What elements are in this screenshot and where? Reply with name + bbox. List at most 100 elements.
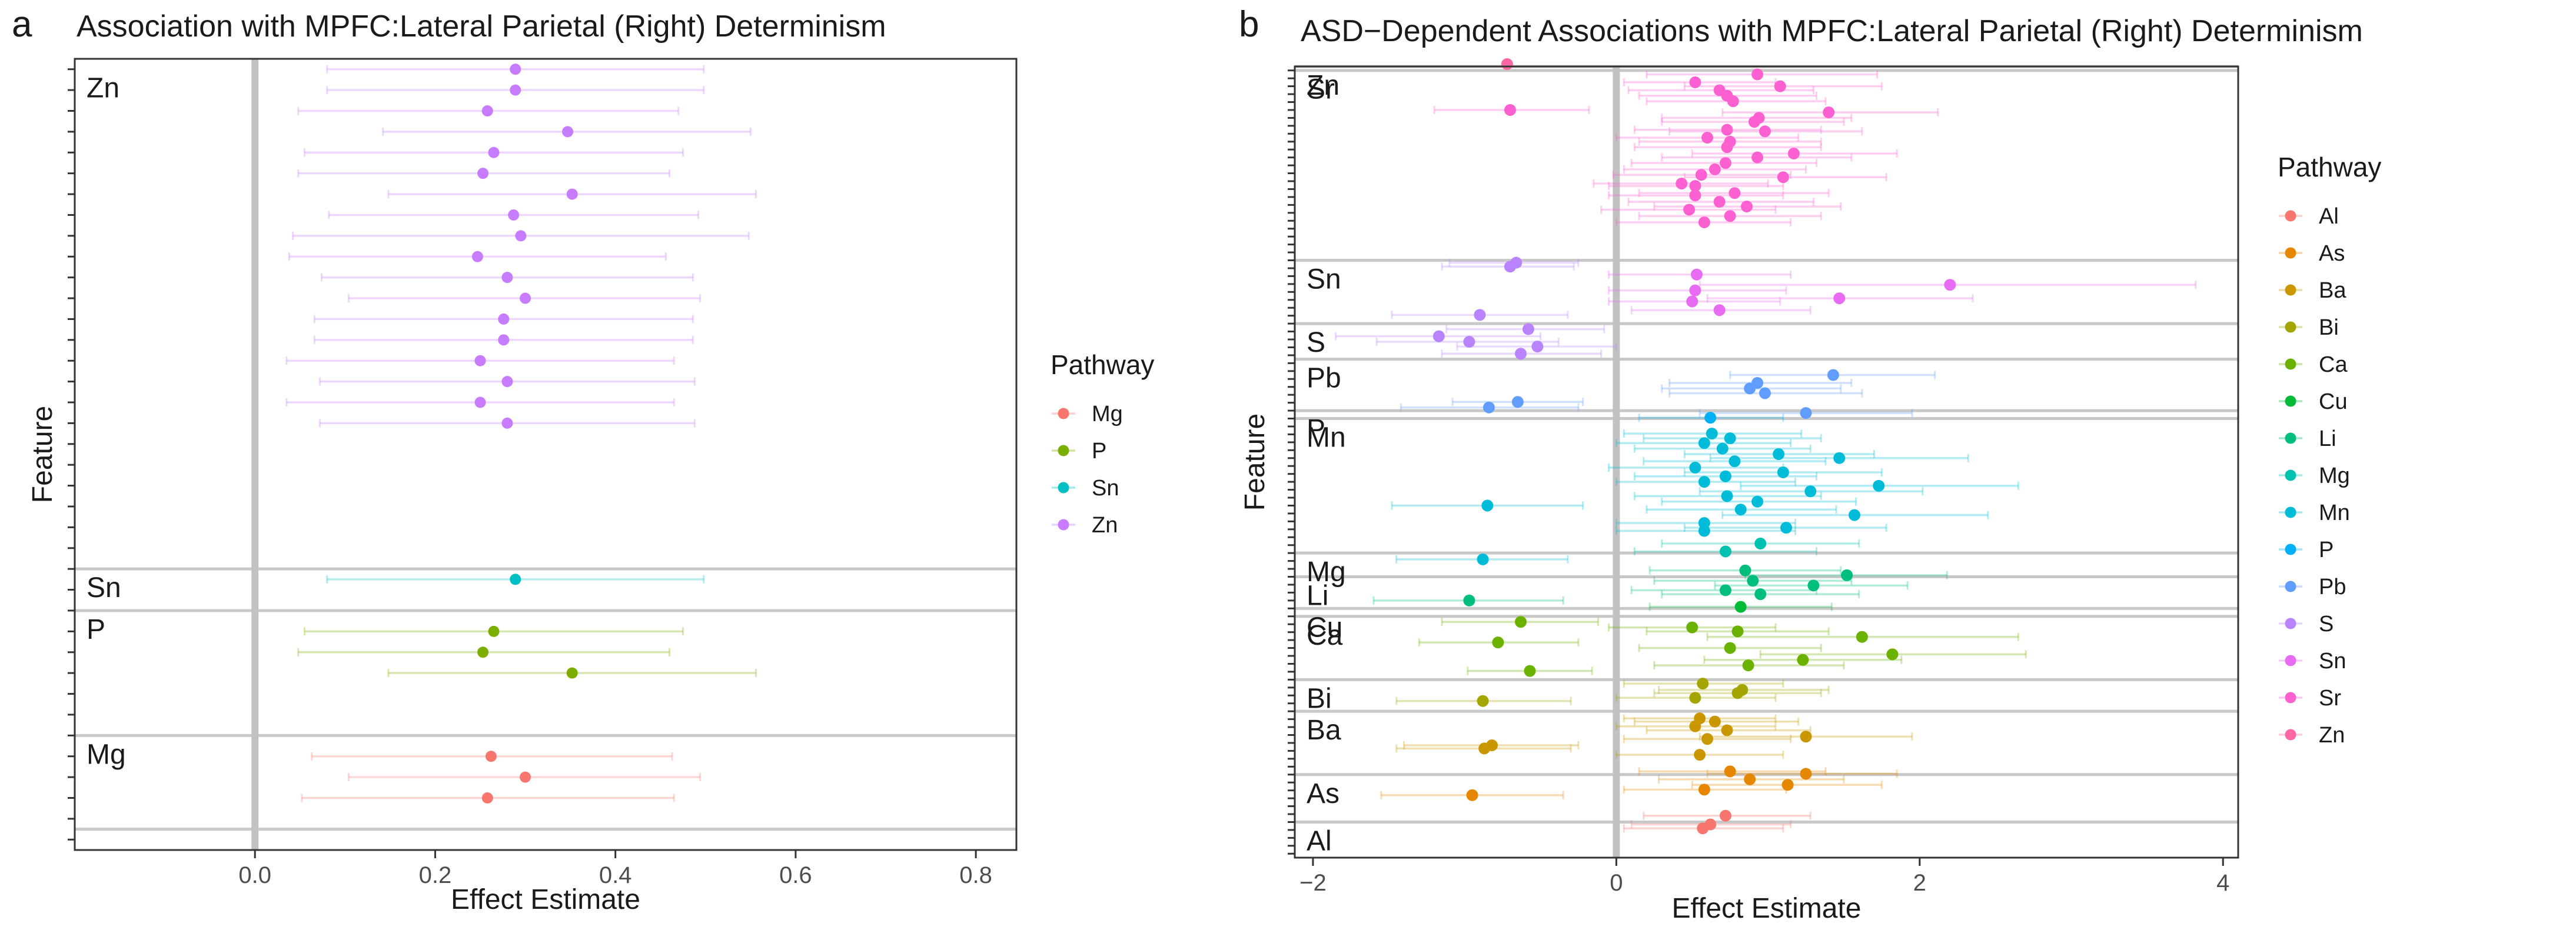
- data-point: [1698, 525, 1710, 537]
- x-tick-label: 4: [2216, 870, 2229, 896]
- plot-area: [1295, 66, 2238, 858]
- legend-key-point: [2285, 544, 2296, 555]
- data-point: [520, 292, 531, 304]
- legend-key-point: [2285, 321, 2296, 333]
- panel-label: b: [1239, 4, 1259, 45]
- data-point: [1719, 545, 1731, 558]
- legend-title: Pathway: [2278, 152, 2381, 182]
- data-point: [1731, 687, 1744, 699]
- data-point: [1724, 210, 1736, 222]
- data-point: [474, 396, 486, 408]
- legend-label: Ba: [2319, 278, 2346, 303]
- legend-label: P: [2319, 538, 2334, 562]
- data-point: [1713, 195, 1726, 208]
- group-label: Al: [1307, 825, 1332, 856]
- data-point: [1727, 95, 1739, 108]
- group-label: Ca: [1307, 620, 1343, 651]
- group-label: Sn: [1307, 264, 1341, 295]
- legend-key-point: [1058, 482, 1069, 494]
- data-point: [1873, 479, 1885, 492]
- legend-label: Mg: [1092, 402, 1123, 426]
- x-tick-label: 0.0: [238, 862, 271, 888]
- data-point: [1721, 724, 1733, 736]
- data-point: [1721, 124, 1733, 136]
- data-point: [1841, 569, 1853, 581]
- data-point: [1689, 720, 1701, 732]
- data-point: [1777, 171, 1789, 184]
- data-point: [1701, 132, 1713, 144]
- data-point: [1695, 169, 1707, 181]
- data-point: [1848, 509, 1860, 521]
- data-point: [1694, 749, 1706, 761]
- legend-key-point: [1058, 408, 1069, 419]
- data-point: [1463, 336, 1475, 348]
- data-point: [1709, 163, 1721, 175]
- legend-key-point: [2285, 432, 2296, 444]
- data-point: [1709, 715, 1721, 728]
- legend-label: Zn: [1092, 513, 1118, 538]
- data-point: [1522, 323, 1534, 335]
- legend-key-point: [2285, 729, 2296, 741]
- legend-key-point: [2285, 581, 2296, 592]
- data-point: [1716, 442, 1729, 455]
- data-point: [1856, 631, 1868, 643]
- data-point: [474, 355, 486, 366]
- data-point: [1731, 625, 1744, 638]
- data-point: [510, 84, 521, 96]
- group-label: Bi: [1307, 683, 1332, 714]
- data-point: [1689, 189, 1701, 202]
- data-point: [1754, 538, 1767, 550]
- x-tick-label: 0.4: [599, 862, 632, 888]
- data-point: [1686, 295, 1699, 308]
- data-point: [1721, 141, 1733, 154]
- data-point: [1719, 584, 1731, 596]
- data-point: [510, 574, 521, 585]
- data-point: [1719, 470, 1731, 482]
- group-label: Mg: [1307, 556, 1346, 588]
- data-point: [1466, 789, 1478, 801]
- data-point: [1797, 654, 1809, 666]
- group-label: Mg: [87, 739, 126, 770]
- x-tick-label: 0.8: [959, 862, 992, 888]
- data-point: [1689, 284, 1701, 296]
- group-label: Pb: [1307, 363, 1341, 394]
- data-point: [1689, 692, 1701, 704]
- legend-label: Zn: [2319, 723, 2345, 748]
- legend-label: Bi: [2319, 315, 2339, 340]
- data-point: [1481, 499, 1494, 512]
- data-point: [1774, 80, 1786, 92]
- data-point: [1477, 553, 1489, 565]
- data-point: [1686, 621, 1699, 634]
- x-tick-label: 0.6: [779, 862, 812, 888]
- data-point: [1800, 407, 1812, 419]
- data-point: [1514, 616, 1527, 628]
- data-point: [1800, 731, 1812, 743]
- legend-label: Mn: [2319, 501, 2350, 525]
- group-label: Zn: [87, 73, 119, 104]
- group-label: Ba: [1307, 715, 1341, 746]
- data-point: [1780, 522, 1793, 534]
- group-label: As: [1307, 778, 1339, 809]
- plot-frame: [1294, 65, 2239, 859]
- data-point: [1504, 104, 1516, 116]
- legend-label: Al: [2319, 204, 2339, 229]
- data-point: [1514, 348, 1527, 360]
- plot-frame: [74, 58, 1018, 851]
- legend-key-point: [2285, 655, 2296, 666]
- data-point: [1697, 678, 1709, 690]
- group-label: S: [1307, 327, 1325, 358]
- legend-key-point: [1058, 519, 1069, 531]
- data-point: [1754, 588, 1767, 601]
- y-axis-title: Feature: [1239, 414, 1271, 511]
- data-point: [1504, 261, 1516, 273]
- data-point: [1689, 76, 1701, 88]
- data-point: [477, 168, 489, 179]
- plot-area: [75, 59, 1016, 850]
- data-point: [488, 146, 500, 158]
- legend-label: Ca: [2319, 352, 2348, 377]
- data-point: [1944, 279, 1956, 291]
- data-point: [1524, 665, 1536, 677]
- y-axis-title: Feature: [27, 406, 58, 503]
- data-point: [1689, 180, 1701, 192]
- data-point: [1698, 216, 1710, 228]
